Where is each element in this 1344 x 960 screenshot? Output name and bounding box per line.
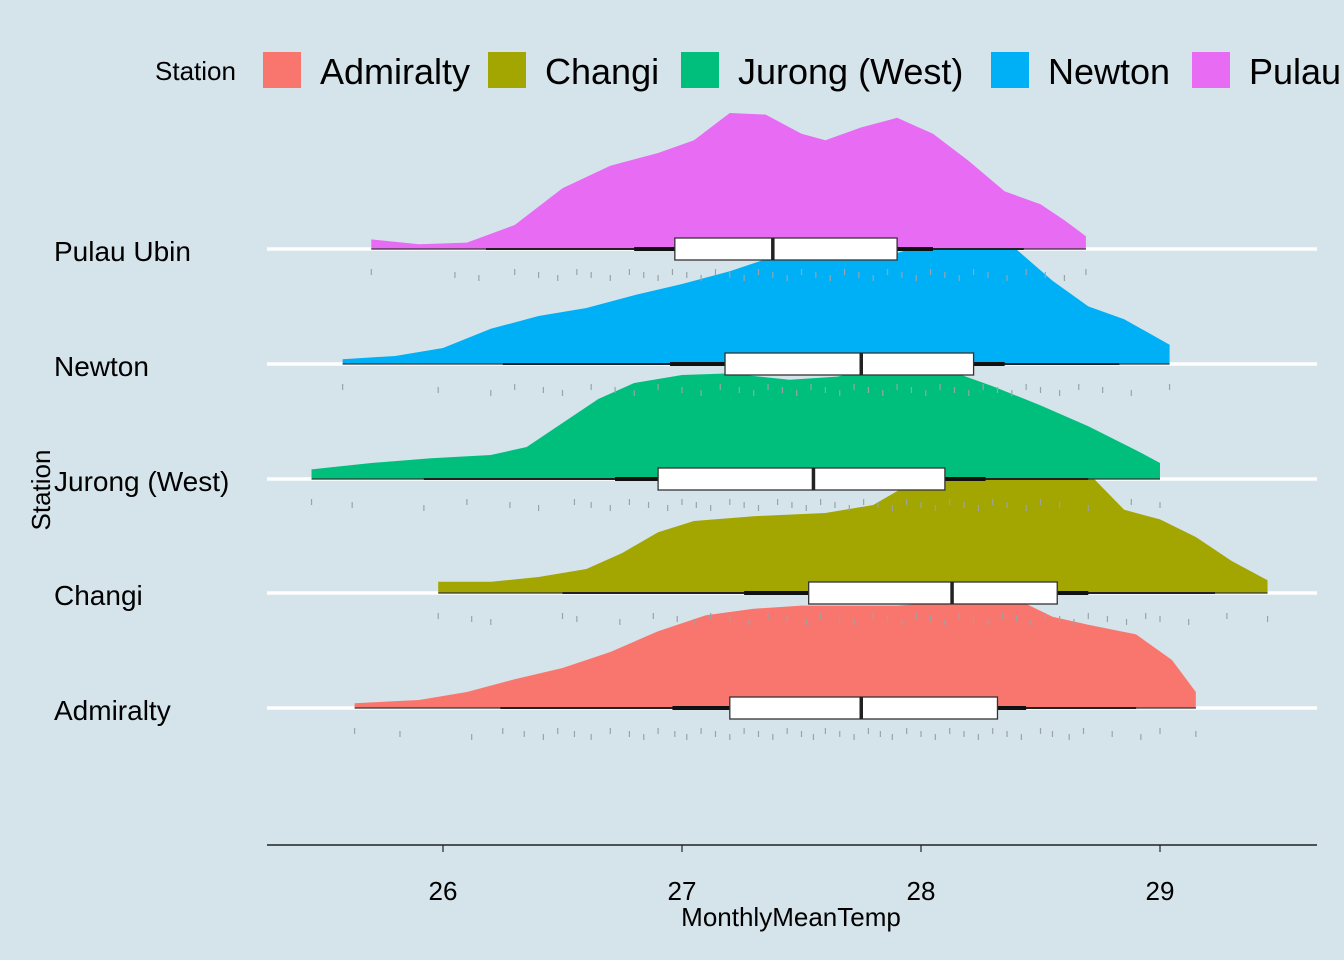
x-tick-label: 28 [907, 876, 936, 906]
category-label: Newton [54, 351, 149, 382]
legend-label: Changi [545, 51, 659, 92]
legend-swatch [488, 52, 526, 88]
x-tick-label: 27 [668, 876, 697, 906]
density-cloud [438, 458, 1268, 593]
box-iqr [657, 467, 946, 491]
legend-swatch [681, 52, 719, 88]
category-label: Pulau Ubin [54, 236, 191, 267]
legend: Station Admiralty Changi Jurong (West) Newt… [155, 51, 1341, 92]
density-cloud [342, 229, 1170, 364]
x-tick-label: 29 [1146, 876, 1175, 906]
density-cloud [311, 367, 1160, 479]
x-axis-title: MonthlyMeanTemp [681, 902, 901, 932]
category-label: Jurong (West) [54, 466, 229, 497]
legend-label: Admiralty [320, 51, 470, 92]
legend-label: Pulau [1249, 51, 1341, 92]
box-iqr [808, 581, 1058, 605]
box-iqr [724, 352, 975, 376]
y-axis-title: Station [26, 450, 56, 531]
legend-label: Newton [1048, 51, 1170, 92]
box-iqr [729, 696, 999, 720]
density-cloud [371, 113, 1086, 249]
legend-swatch [991, 52, 1029, 88]
category-label: Changi [54, 580, 143, 611]
legend-swatch [263, 52, 301, 88]
category-label: Admiralty [54, 695, 171, 726]
legend-label: Jurong (West) [738, 51, 963, 92]
legend-title: Station [155, 56, 236, 86]
density-cloud [354, 596, 1196, 708]
legend-swatch [1192, 52, 1230, 88]
x-tick-label: 26 [429, 876, 458, 906]
box-iqr [674, 237, 898, 261]
